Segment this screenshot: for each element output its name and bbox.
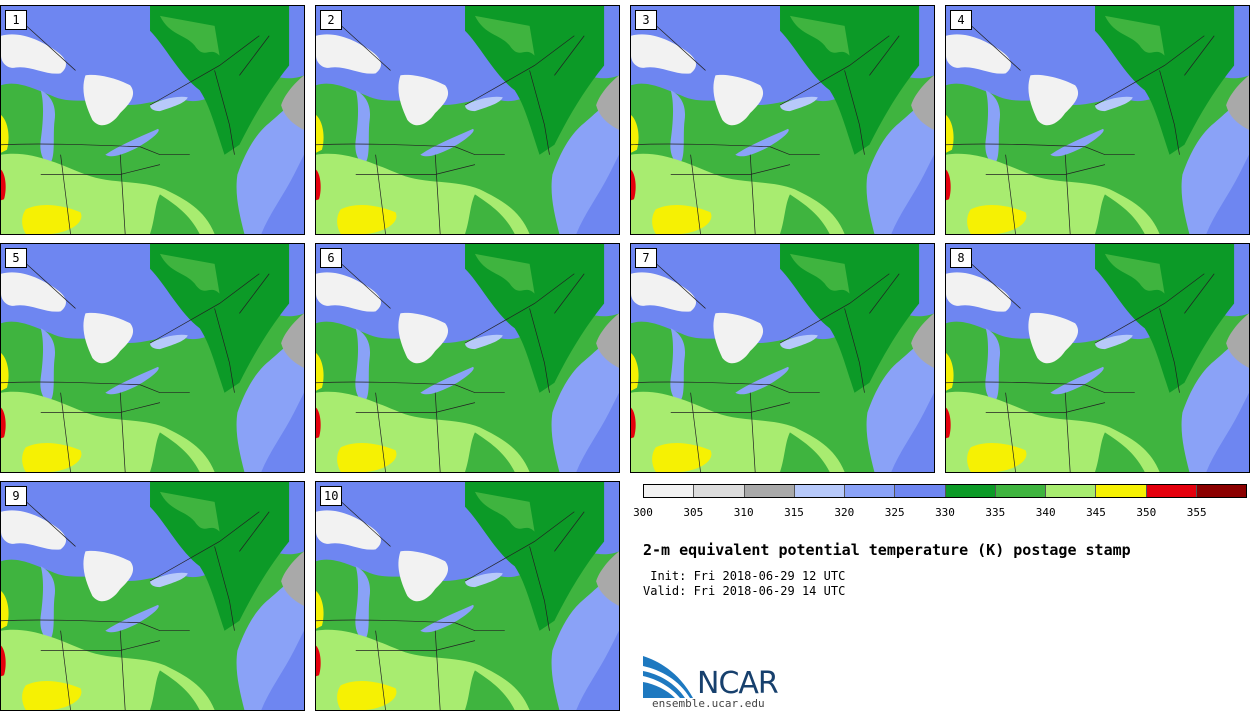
colorbar-tick: 350 [1136, 506, 1157, 519]
colorbar-cell [1196, 485, 1246, 497]
colorbar-tick: 320 [834, 506, 855, 519]
panel-number: 1 [5, 10, 27, 30]
colorbar-cell [1096, 485, 1147, 497]
map-panel: 10 [315, 481, 620, 711]
colorbar-tick: 345 [1086, 506, 1106, 519]
map-panel: 9 [0, 481, 305, 711]
panel-number: 10 [320, 486, 343, 506]
colorbar-tick: 335 [985, 506, 1006, 519]
colorbar-cell [845, 485, 896, 497]
panel-number: 8 [950, 248, 972, 268]
map-panel: 5 [0, 243, 305, 473]
map-panel: 8 [945, 243, 1250, 473]
colorbar-cell [744, 485, 795, 497]
colorbar-tick: 330 [935, 506, 955, 519]
panel-number: 6 [320, 248, 342, 268]
panel-number: 7 [635, 248, 657, 268]
colorbar-tick: 325 [884, 506, 905, 519]
panel-number: 4 [950, 10, 972, 30]
colorbar-tick: 300 [633, 506, 653, 519]
panel-number: 3 [635, 10, 657, 30]
map-panel: 2 [315, 5, 620, 235]
colorbar-tick: 355 [1186, 506, 1207, 519]
colorbar-tick: 310 [733, 506, 754, 519]
chart-title: 2-m equivalent potential temperature (K)… [643, 541, 1131, 559]
panel-number: 9 [5, 486, 27, 506]
panel-number: 5 [5, 248, 27, 268]
logo-text: NCAR [697, 666, 779, 701]
colorbar-cell [895, 485, 946, 497]
colorbar-cell [794, 485, 845, 497]
colorbar-cell [644, 485, 695, 497]
site-url: ensemble.ucar.edu [652, 697, 765, 710]
map-panel: 3 [630, 5, 935, 235]
map-panel: 1 [0, 5, 305, 235]
map-panel: 7 [630, 243, 935, 473]
ncar-logo-icon [643, 656, 693, 698]
colorbar [643, 484, 1247, 498]
colorbar-cell [995, 485, 1046, 497]
valid-time: Valid: Fri 2018-06-29 14 UTC [643, 584, 846, 598]
panel-number: 2 [320, 10, 342, 30]
colorbar-tick: 305 [683, 506, 704, 519]
map-panel: 4 [945, 5, 1250, 235]
init-time: Init: Fri 2018-06-29 12 UTC [643, 569, 846, 583]
colorbar-cell [945, 485, 996, 497]
colorbar-tick: 315 [784, 506, 804, 519]
colorbar-cell [1046, 485, 1097, 497]
colorbar-cell [694, 485, 745, 497]
colorbar-tick: 340 [1035, 506, 1056, 519]
map-panel: 6 [315, 243, 620, 473]
colorbar-cell [1146, 485, 1197, 497]
